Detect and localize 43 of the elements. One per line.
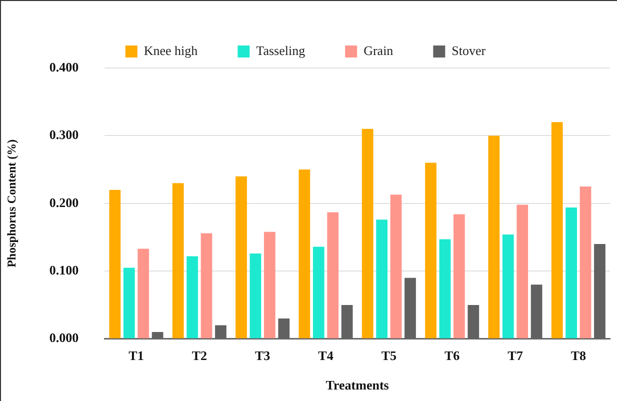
y-tick-label: 0.100 — [49, 262, 79, 278]
x-tick-label: T8 — [570, 348, 586, 363]
bar — [236, 176, 247, 338]
bar — [250, 254, 262, 338]
y-tick-label: 0.000 — [49, 330, 79, 346]
x-tick-label: T3 — [254, 348, 271, 363]
y-axis-title: Phosphorus Content (%) — [4, 139, 18, 268]
legend-label: Tasseling — [256, 42, 306, 58]
bar — [551, 122, 563, 338]
bar — [376, 220, 388, 338]
x-tick-label: T2 — [192, 348, 207, 363]
bar — [390, 194, 402, 338]
bar — [502, 234, 514, 338]
bar — [516, 204, 528, 338]
bar — [566, 207, 577, 338]
x-tick-label: T4 — [318, 348, 334, 363]
x-tick-label: T6 — [444, 348, 460, 363]
bar — [488, 136, 500, 338]
bar — [123, 268, 135, 338]
x-tick-label: T5 — [381, 348, 397, 363]
legend-label: Stover — [452, 42, 486, 58]
x-axis-title: Treatments — [326, 378, 389, 393]
x-tick-label: T7 — [508, 348, 524, 363]
legend-label: Knee high — [144, 42, 198, 58]
bar — [298, 170, 310, 338]
legend-label: Grain — [364, 42, 394, 58]
x-tick-label: T1 — [128, 348, 144, 363]
bar — [580, 186, 592, 338]
bar — [109, 190, 121, 338]
bar — [439, 239, 451, 338]
bar — [312, 246, 324, 338]
y-tick-label: 0.400 — [49, 59, 79, 74]
bar — [138, 248, 150, 338]
bar — [186, 256, 198, 338]
bar — [362, 128, 374, 338]
bar — [327, 212, 339, 338]
y-tick-label: 0.300 — [49, 127, 79, 142]
bar — [454, 214, 465, 338]
bar — [200, 233, 212, 338]
bar — [172, 183, 184, 338]
bar — [264, 232, 276, 338]
bar — [425, 162, 436, 338]
y-tick-label: 0.200 — [49, 194, 79, 210]
